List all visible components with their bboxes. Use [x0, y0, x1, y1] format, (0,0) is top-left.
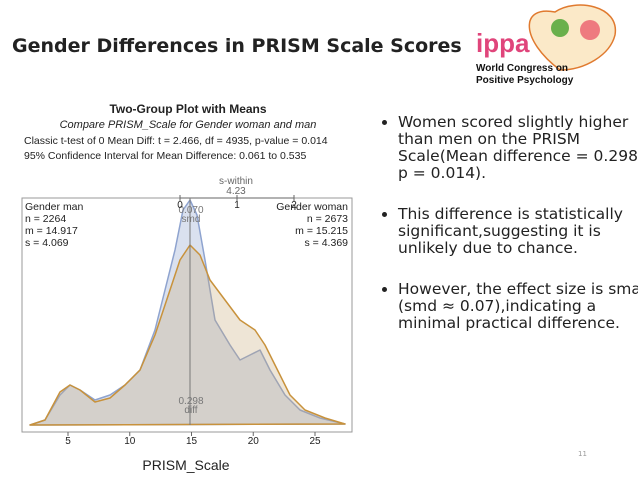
- logo-line: Positive Psychology: [476, 75, 574, 86]
- page-number: 11: [578, 450, 587, 458]
- group-stat: Gender man: [25, 201, 84, 213]
- x-tick-label: 25: [309, 436, 321, 447]
- logo-line: World Congress on: [476, 63, 568, 74]
- x-axis-label: PRISM_Scale: [142, 457, 229, 473]
- figure: Two-Group Plot with Means Compare PRISM_…: [21, 102, 353, 473]
- x-tick-label: 10: [124, 436, 136, 447]
- group-stat: n = 2264: [25, 213, 66, 225]
- group-stat: m = 14.917: [25, 225, 78, 237]
- diff-label: diff: [184, 405, 197, 416]
- x-tick-label: 5: [65, 436, 71, 447]
- bullet: This difference is statistically signifi…: [398, 206, 638, 257]
- group-stat: m = 15.215: [295, 225, 348, 237]
- diff-value: 0.298: [178, 396, 203, 407]
- smd-label: smd: [182, 214, 201, 225]
- ci-line: 95% Confidence Interval for Mean Differe…: [24, 150, 306, 162]
- logo-brand: ippa: [476, 28, 530, 58]
- bullet: Women scored slightly higher than men on…: [398, 114, 638, 182]
- slide-title: Gender Differences in PRISM Scale Scores: [12, 35, 462, 57]
- figure-subtitle: Compare PRISM_Scale for Gender woman and…: [60, 119, 317, 131]
- x-tick-label: 20: [248, 436, 260, 447]
- figure-title: Two-Group Plot with Means: [109, 102, 266, 116]
- top-tick-label: 1: [234, 200, 240, 211]
- x-tick-label: 15: [186, 436, 198, 447]
- logo-dot: [551, 19, 569, 37]
- bullet: However, the effect size is small (smd ≈…: [398, 281, 638, 332]
- group-stat: Gender woman: [276, 201, 348, 213]
- group-stat: s = 4.369: [305, 237, 349, 249]
- top-axis-label: s-within: [219, 176, 253, 187]
- test-line: Classic t-test of 0 Mean Diff: t = 2.466…: [24, 135, 328, 147]
- smd-value: 0.070: [178, 205, 203, 216]
- bullet-list: Women scored slightly higher than men on…: [374, 114, 638, 356]
- group-stat: s = 4.069: [25, 237, 69, 249]
- logo-dot: [580, 20, 600, 40]
- top-tick-label: 2: [291, 200, 297, 211]
- top-tick-label: 0: [177, 200, 183, 211]
- group-stat: n = 2673: [307, 213, 348, 225]
- top-axis-value: 4.23: [226, 186, 246, 197]
- logo-heart: [528, 4, 616, 71]
